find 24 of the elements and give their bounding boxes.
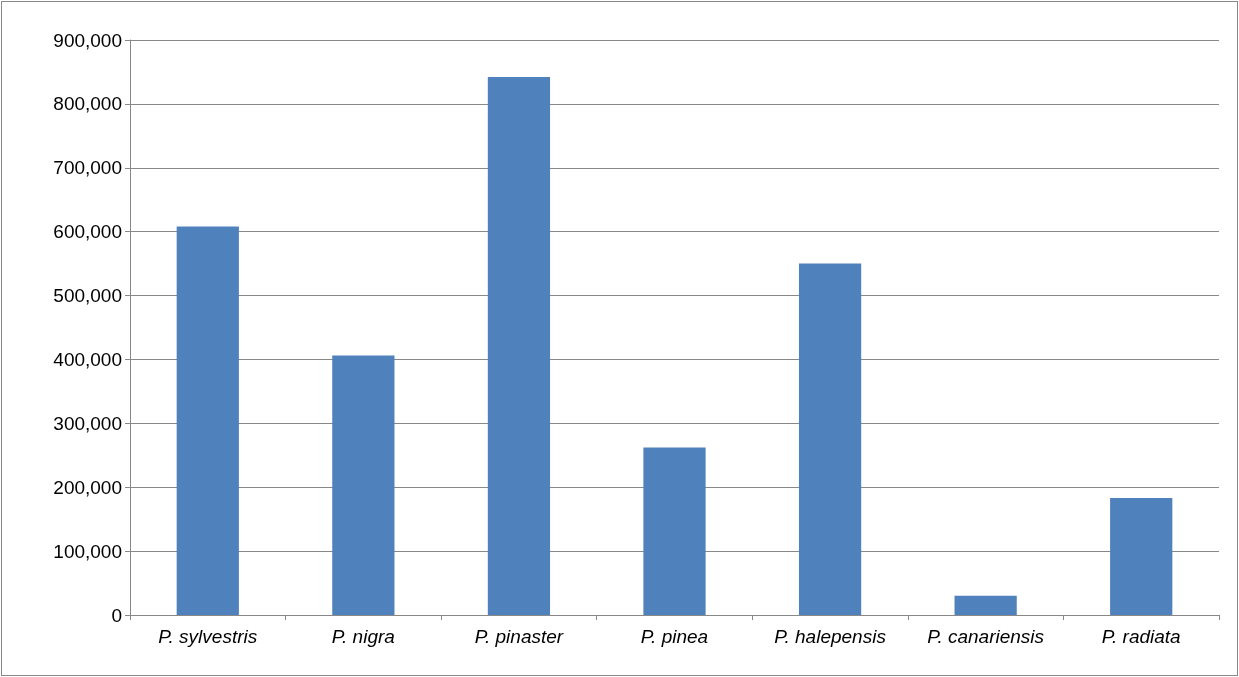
y-tick-label: 600,000 xyxy=(53,221,122,243)
bar xyxy=(487,77,551,615)
bar xyxy=(643,447,706,615)
x-tick-label: P. pinea xyxy=(640,626,709,647)
x-tick-label: P. sylvestris xyxy=(158,626,258,647)
bar xyxy=(332,355,395,615)
y-tick-label: 100,000 xyxy=(53,540,122,562)
y-tick-label: 700,000 xyxy=(53,157,122,179)
x-tick-label: P. nigra xyxy=(331,626,395,647)
y-tick-label: 400,000 xyxy=(53,348,122,370)
y-tick-label: 200,000 xyxy=(53,476,122,498)
y-tick-label: 800,000 xyxy=(53,93,122,115)
y-tick-label: 500,000 xyxy=(53,285,122,307)
bar xyxy=(176,226,239,615)
y-tick-label: 0 xyxy=(111,604,122,626)
y-tick-label: 900,000 xyxy=(53,29,122,51)
bar xyxy=(798,263,862,615)
x-tick-label: P. radiata xyxy=(1101,626,1181,647)
y-tick-label: 300,000 xyxy=(53,412,122,434)
x-tick-label: P. pinaster xyxy=(474,626,564,647)
x-tick-label: P. halepensis xyxy=(774,626,887,647)
x-tick-label: P. canariensis xyxy=(927,626,1045,647)
bar xyxy=(1110,498,1173,615)
bar xyxy=(954,595,1017,615)
